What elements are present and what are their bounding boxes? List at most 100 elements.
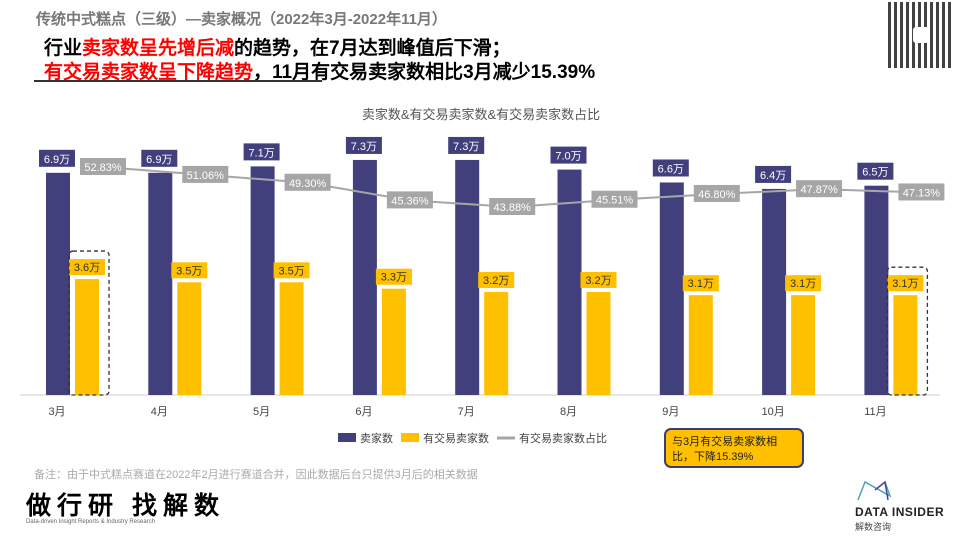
bar-sellers-label: 7.0万 xyxy=(555,151,581,163)
bar-active-label: 3.1万 xyxy=(688,278,714,290)
brand-right-sub: 解数咨询 xyxy=(855,522,892,532)
x-tick-label: 5月 xyxy=(253,406,270,418)
bar-sellers-label: 6.5万 xyxy=(862,167,888,179)
bar-sellers-label: 6.9万 xyxy=(146,154,172,166)
bar-sellers-label-bg xyxy=(857,162,894,180)
bar-sellers xyxy=(659,182,684,395)
brand-left-tagline: Data-driven Insight Reports & Industry R… xyxy=(26,519,156,525)
bar-sellers-label-bg xyxy=(345,136,382,154)
bar-sellers-label-bg xyxy=(652,159,689,177)
bar-sellers-label: 7.3万 xyxy=(453,141,479,153)
legend-swatch xyxy=(338,433,356,442)
line-label: 46.80% xyxy=(698,189,736,201)
qr-center-icon xyxy=(913,27,929,43)
line-label-bg xyxy=(693,184,740,202)
bar-active-sellers xyxy=(586,291,611,395)
x-tick-label: 10月 xyxy=(761,406,784,418)
bar-active-sellers xyxy=(177,282,202,395)
x-tick-label: 11月 xyxy=(864,406,886,418)
line-label: 47.87% xyxy=(800,184,838,196)
bar-sellers-label-bg xyxy=(39,149,75,167)
bar-sellers xyxy=(864,185,889,395)
highlight-box xyxy=(68,250,110,396)
bar-active-label: 3.2万 xyxy=(483,275,509,287)
line-label: 43.88% xyxy=(494,202,532,214)
bar-active-label-bg xyxy=(785,275,822,292)
bar-active-sellers xyxy=(279,282,304,395)
line-label-bg xyxy=(284,173,331,191)
bar-sellers xyxy=(46,172,70,395)
headline-1: 行业卖家数呈先增后减的趋势，在7月达到峰值后下滑； xyxy=(44,33,511,60)
line-label: 51.06% xyxy=(187,170,225,182)
bar-active-label-bg xyxy=(273,262,310,279)
bar-active-label: 3.6万 xyxy=(74,262,100,274)
bar-active-label-bg xyxy=(580,271,617,288)
x-tick-label: 8月 xyxy=(560,406,577,418)
bar-sellers xyxy=(352,159,377,395)
bar-active-label-bg xyxy=(375,268,412,285)
line-label-bg xyxy=(898,183,945,201)
callout-box: 与3月有交易卖家数相比，下降15.39% xyxy=(664,428,804,468)
bar-active-sellers xyxy=(381,288,406,395)
headline-2: 有交易卖家数呈下降趋势，11月有交易卖家数相比3月减少15.39% xyxy=(44,57,595,84)
line-label-bg xyxy=(80,158,126,175)
legend-label: 卖家数 xyxy=(360,431,393,445)
headline-1-b: 卖家数呈先增后减 xyxy=(82,38,235,59)
line-label: 47.13% xyxy=(903,187,941,199)
x-tick-label: 7月 xyxy=(458,406,475,418)
bar-sellers xyxy=(557,169,582,395)
chart-title: 卖家数&有交易卖家数&有交易卖家数占比 xyxy=(362,107,600,122)
bar-active-label-bg xyxy=(69,259,105,276)
bar-active-label: 3.5万 xyxy=(278,265,304,277)
bar-active-label: 3.1万 xyxy=(790,278,816,290)
bar-sellers-label-bg xyxy=(141,149,178,167)
bar-sellers xyxy=(762,188,787,395)
headline-2-a: 有交易卖家数呈下降趋势 xyxy=(44,62,254,83)
bar-sellers-label: 7.1万 xyxy=(248,147,274,159)
supertitle: 传统中式糕点（三级）—卖家概况（2022年3月-2022年11月） xyxy=(36,11,447,28)
x-tick-label: 4月 xyxy=(151,406,168,418)
bar-active-sellers xyxy=(75,279,99,395)
line-label: 45.51% xyxy=(596,195,634,207)
bar-sellers xyxy=(455,159,480,395)
x-tick-label: 6月 xyxy=(355,406,372,418)
line-label-bg xyxy=(489,198,536,216)
bar-sellers-label-bg xyxy=(243,143,280,161)
line-label: 45.36% xyxy=(391,195,429,207)
legend-swatch xyxy=(401,433,419,442)
legend-label: 有交易卖家数 xyxy=(423,431,489,445)
bar-active-label-bg xyxy=(682,275,719,292)
bar-sellers xyxy=(148,172,173,395)
line-label-bg xyxy=(796,180,843,198)
x-tick-label: 3月 xyxy=(48,406,65,418)
headline-1-c: 的趋势，在7月达到峰值后下滑； xyxy=(234,38,511,59)
data-insider-logo-icon xyxy=(857,480,892,501)
line-label: 52.83% xyxy=(84,162,122,174)
bar-active-label-bg xyxy=(171,262,208,279)
bar-sellers-label: 6.6万 xyxy=(658,163,684,175)
x-tick-label: 9月 xyxy=(662,406,679,418)
brand-left-logo: 做行研 找解数 xyxy=(26,492,225,520)
legend-label: 有交易卖家数占比 xyxy=(519,431,607,445)
bar-sellers-label: 6.4万 xyxy=(760,170,786,182)
bar-active-sellers xyxy=(688,295,713,395)
line-label: 49.30% xyxy=(289,178,327,190)
brand-right-name: DATA INSIDER xyxy=(855,505,945,519)
bar-sellers-label: 7.3万 xyxy=(351,141,377,153)
line-label-bg xyxy=(591,190,638,208)
bar-active-sellers xyxy=(791,295,816,395)
bar-sellers-label-bg xyxy=(755,165,792,183)
bar-sellers-label-bg xyxy=(448,136,485,154)
bar-sellers xyxy=(250,166,275,395)
line-label-bg xyxy=(386,191,433,209)
bar-active-sellers xyxy=(484,291,509,395)
headline-1-a: 行业 xyxy=(44,38,83,59)
bar-active-label: 3.3万 xyxy=(381,272,407,284)
footnote: 备注：由于中式糕点赛道在2022年2月进行赛道合并，因此数据后台只提供3月后的相… xyxy=(34,469,478,481)
bar-active-label: 3.2万 xyxy=(585,275,611,287)
line-label-bg xyxy=(182,165,229,183)
headline-2-b: ，11月有交易卖家数相比3月减少15.39% xyxy=(253,62,596,83)
title-underline xyxy=(34,80,322,82)
